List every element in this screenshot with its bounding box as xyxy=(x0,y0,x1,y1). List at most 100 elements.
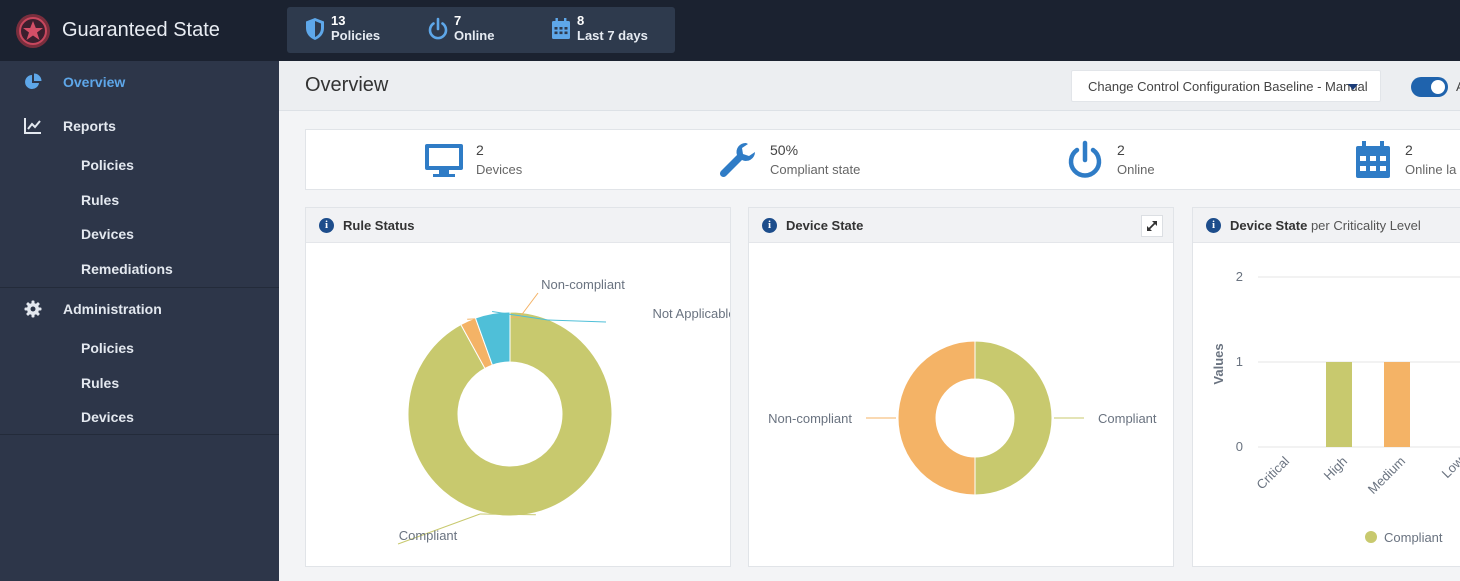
card-title: Device State per Criticality Level xyxy=(1230,218,1421,233)
card-title-main: Device State xyxy=(1230,218,1308,233)
card-title: Rule Status xyxy=(343,218,415,233)
slice-label: Not Applicable xyxy=(652,306,730,321)
expand-icon xyxy=(1147,221,1157,231)
y-axis-label: Values xyxy=(1211,343,1226,384)
slice-compliant xyxy=(974,340,1053,496)
wrench-icon xyxy=(719,142,755,178)
calendar-icon xyxy=(552,18,570,39)
slice-compliant xyxy=(407,311,613,517)
baseline-select[interactable]: Change Control Configuration Baseline - … xyxy=(1071,70,1381,102)
expand-button[interactable] xyxy=(1141,215,1163,237)
auto-refresh-toggle[interactable] xyxy=(1411,77,1448,97)
slice-label: Compliant xyxy=(1098,411,1157,426)
legend-label: Compliant xyxy=(1384,530,1443,545)
power-icon xyxy=(428,17,448,40)
summary-compliant-value: 50% xyxy=(770,142,799,158)
card-header: i Device State per Criticality Level xyxy=(1193,208,1460,243)
card-header: i Rule Status xyxy=(306,208,730,243)
y-tick-label: 2 xyxy=(1236,269,1243,284)
y-tick-label: 0 xyxy=(1236,439,1243,454)
summary-online-last-value: 2 xyxy=(1405,142,1413,158)
pie-chart-icon xyxy=(25,73,42,89)
legend-marker xyxy=(1365,531,1377,543)
sidebar-item-label: Reports xyxy=(63,118,116,134)
x-tick-label: Critical xyxy=(1253,453,1292,492)
x-tick-label: Medium xyxy=(1365,454,1408,497)
bar-high xyxy=(1326,362,1352,447)
summary-compliant-state[interactable]: 50% Compliant state xyxy=(718,140,860,180)
card-title: Device State xyxy=(786,218,864,233)
summary-online-label: Online xyxy=(1117,162,1155,177)
baseline-select-value: Change Control Configuration Baseline - … xyxy=(1088,79,1368,94)
brand[interactable]: Guaranteed State xyxy=(0,0,279,61)
sidebar-item-reports[interactable]: Reports xyxy=(0,105,279,147)
sidebar-divider xyxy=(0,434,279,435)
sidebar-item-reports-devices[interactable]: Devices xyxy=(81,226,134,242)
card-device-state: i Device State Compliant Non-compliant xyxy=(748,207,1174,567)
monitor-icon xyxy=(425,144,463,177)
y-tick-label: 1 xyxy=(1236,354,1243,369)
slice-label: Non-compliant xyxy=(768,411,852,426)
criticality-bar-chart: 0 1 2 Values Critical High Medium Low Compliant xyxy=(1211,269,1460,545)
sidebar-item-reports-policies[interactable]: Policies xyxy=(81,157,134,173)
label-connector xyxy=(397,513,481,545)
info-icon[interactable]: i xyxy=(1206,218,1221,233)
sidebar-item-admin-rules[interactable]: Rules xyxy=(81,375,120,391)
power-icon xyxy=(1068,140,1102,178)
stat-last-7-days[interactable]: 8 Last 7 days xyxy=(550,14,648,43)
main-content: Overview Change Control Configuration Ba… xyxy=(279,61,1460,581)
toggle-label: A xyxy=(1456,79,1460,94)
x-tick-label: Low xyxy=(1439,453,1460,481)
label-connector xyxy=(547,319,607,323)
sidebar-item-admin-policies[interactable]: Policies xyxy=(81,340,134,356)
summary-compliant-label: Compliant state xyxy=(770,162,861,177)
summary-online-last[interactable]: 2 Online la xyxy=(1353,140,1456,180)
sidebar-item-label: Administration xyxy=(63,301,162,317)
slice-not-applicable xyxy=(474,311,511,366)
x-tick-label: High xyxy=(1321,454,1351,484)
slice-label: Non-compliant xyxy=(541,277,625,292)
sidebar-item-admin-devices[interactable]: Devices xyxy=(81,409,134,425)
summary-online-last-label: Online la xyxy=(1405,162,1457,177)
gear-icon xyxy=(24,300,42,318)
stat-policies-value: 13 xyxy=(331,13,346,28)
info-icon[interactable]: i xyxy=(762,218,777,233)
sidebar: Overview Reports Policies Rules Devices … xyxy=(0,61,279,581)
page-header: Overview Change Control Configuration Ba… xyxy=(279,61,1460,111)
sidebar-item-label: Overview xyxy=(63,74,126,90)
bar-medium xyxy=(1384,362,1410,447)
slice-non-compliant xyxy=(897,340,976,496)
summary-devices-value: 2 xyxy=(476,142,484,158)
page-title: Overview xyxy=(305,74,389,96)
card-title-sub: per Criticality Level xyxy=(1310,218,1421,233)
stat-last-7-days-label: Last 7 days xyxy=(577,28,648,43)
top-bar: Guaranteed State 13 Policies 7 Online xyxy=(0,0,1460,61)
app-logo-icon xyxy=(16,13,50,48)
stat-online-label: Online xyxy=(454,28,495,43)
sidebar-item-reports-remediations[interactable]: Remediations xyxy=(81,261,173,277)
summary-devices-label: Devices xyxy=(476,162,523,177)
stat-policies-label: Policies xyxy=(331,28,381,43)
card-header: i Device State xyxy=(749,208,1173,243)
sidebar-item-administration[interactable]: Administration xyxy=(0,288,279,330)
slice-label: Compliant xyxy=(399,528,458,543)
rule-status-donut-chart: Compliant Non-compliant Not Applicable xyxy=(397,277,730,545)
line-chart-icon xyxy=(24,118,41,134)
top-stats: 13 Policies 7 Online xyxy=(287,7,675,53)
stat-online[interactable]: 7 Online xyxy=(427,14,494,43)
info-icon[interactable]: i xyxy=(319,218,334,233)
sidebar-item-overview[interactable]: Overview xyxy=(0,61,279,103)
device-state-donut-chart: Compliant Non-compliant xyxy=(768,340,1157,496)
sidebar-item-reports-rules[interactable]: Rules xyxy=(81,192,120,208)
sidebar-divider xyxy=(0,287,279,288)
stat-last-7-days-value: 8 xyxy=(577,13,585,28)
summary-devices[interactable]: 2 Devices xyxy=(424,140,522,180)
summary-online-value: 2 xyxy=(1117,142,1125,158)
stat-policies[interactable]: 13 Policies xyxy=(304,14,380,43)
app-title: Guaranteed State xyxy=(62,19,220,41)
label-connector xyxy=(479,513,536,516)
chevron-down-icon xyxy=(1348,84,1358,90)
calendar-icon xyxy=(1356,141,1390,178)
summary-online[interactable]: 2 Online xyxy=(1065,140,1155,180)
stat-online-value: 7 xyxy=(454,13,462,28)
